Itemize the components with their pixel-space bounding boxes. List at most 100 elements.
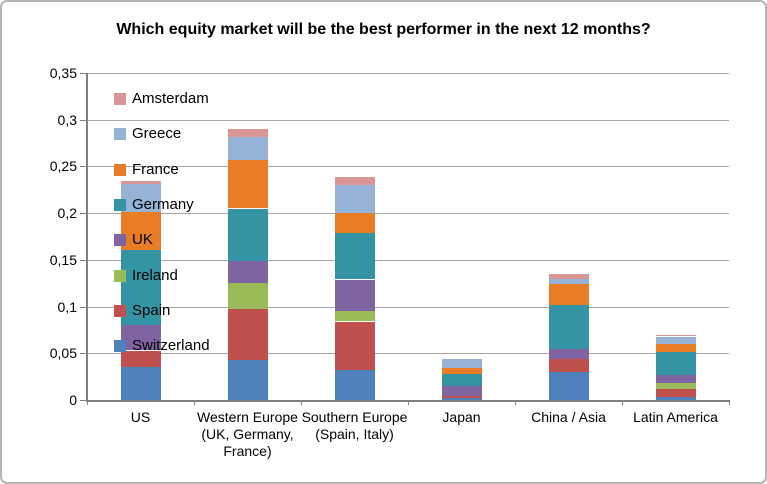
bar-segment-switzerland xyxy=(227,359,268,400)
x-axis-tick xyxy=(729,400,730,405)
bar-segment-spain xyxy=(441,396,482,399)
bar-segment-uk xyxy=(441,386,482,397)
legend-label: France xyxy=(132,160,179,178)
bar-segment-france xyxy=(548,284,589,305)
bar-segment-germany xyxy=(120,249,161,326)
bar-segment-spain xyxy=(334,321,375,371)
y-axis-tick-label: 0 xyxy=(69,392,77,408)
bar-segment-switzerland xyxy=(120,367,161,400)
bar-segment-ireland xyxy=(227,283,268,310)
x-axis-tick xyxy=(301,400,302,405)
y-axis-tick xyxy=(80,213,87,215)
legend-item-greece: Greece xyxy=(114,124,181,144)
x-axis-tick xyxy=(194,400,195,405)
y-axis-tick-label: 0,3 xyxy=(57,111,77,128)
legend-label: Spain xyxy=(132,301,171,319)
bar-segment-amsterdam xyxy=(655,334,696,337)
legend-label: Ireland xyxy=(132,266,178,284)
y-gridline xyxy=(87,306,729,308)
y-gridline xyxy=(87,119,729,121)
x-axis-tick xyxy=(87,400,88,405)
y-axis-tick xyxy=(80,259,87,261)
bar-segment-amsterdam xyxy=(227,129,268,137)
y-axis-tick xyxy=(80,353,87,355)
x-axis-category-label: Latin America xyxy=(633,409,718,425)
legend-swatch-greece xyxy=(114,128,126,141)
legend-item-switzerland: Switzerland xyxy=(114,336,210,356)
legend-swatch-france xyxy=(114,163,126,176)
x-axis-tick xyxy=(408,400,409,405)
x-axis-tick xyxy=(622,400,623,405)
bar-segment-uk xyxy=(334,279,375,312)
bar-segment-france xyxy=(655,343,696,353)
bar-segment-greece xyxy=(227,136,268,160)
x-axis-category-label: China / Asia xyxy=(531,409,606,425)
legend-item-spain: Spain xyxy=(114,301,170,321)
legend-swatch-switzerland xyxy=(114,340,126,353)
legend-swatch-amsterdam xyxy=(114,93,126,105)
legend-label: UK xyxy=(132,231,153,249)
bar-segment-france xyxy=(120,212,161,250)
bar-segment-switzerland xyxy=(655,397,696,400)
legend-label: Germany xyxy=(132,195,194,213)
bar-segment-germany xyxy=(334,232,375,280)
legend-swatch-germany xyxy=(114,198,126,211)
bar-segment-france xyxy=(227,159,268,209)
bar-segment-greece xyxy=(120,184,161,213)
bar-segment-germany xyxy=(441,373,482,386)
x-axis-category-label: Japan xyxy=(442,409,481,425)
y-gridline xyxy=(87,259,729,261)
bar-segment-uk xyxy=(120,325,161,351)
bar-segment-greece xyxy=(548,278,589,285)
legend-label: Switzerland xyxy=(132,337,210,355)
bar-segment-switzerland xyxy=(548,372,589,400)
bar-segment-uk xyxy=(655,374,696,384)
x-axis-tick xyxy=(515,400,516,405)
x-axis-category-label: Southern Europe (Spain, Italy) xyxy=(301,409,408,442)
bar-segment-greece xyxy=(334,185,375,214)
y-axis-tick-label: 0,2 xyxy=(57,205,77,222)
bar-segment-spain xyxy=(655,388,696,398)
bar-segment-amsterdam xyxy=(120,181,161,185)
bar-segment-france xyxy=(334,213,375,233)
y-gridline xyxy=(87,166,729,168)
bar-segment-france xyxy=(441,368,482,374)
bar-segment-switzerland xyxy=(441,398,482,400)
bar-segment-amsterdam xyxy=(334,176,375,186)
legend-item-germany: Germany xyxy=(114,195,194,215)
chart-title: Which equity market will be the best per… xyxy=(116,21,651,38)
bar-segment-ireland xyxy=(334,311,375,322)
bar-segment-germany xyxy=(227,208,268,261)
y-gridline xyxy=(87,353,729,355)
y-axis-tick xyxy=(80,73,87,74)
bar-segment-greece xyxy=(655,336,696,344)
legend-swatch-ireland xyxy=(114,269,126,282)
bar-segment-spain xyxy=(227,309,268,360)
y-axis-tick xyxy=(80,166,87,168)
y-gridline xyxy=(87,213,729,215)
x-axis-category-label: Western Europe (UK, Germany, France) xyxy=(197,409,298,459)
bar-segment-uk xyxy=(227,260,268,284)
legend-item-france: France xyxy=(114,160,179,180)
bar-segment-amsterdam xyxy=(548,273,589,279)
y-axis-tick xyxy=(80,400,87,401)
bar-segment-uk xyxy=(548,348,589,359)
legend-swatch-uk xyxy=(114,234,126,247)
legend-swatch-spain xyxy=(114,304,126,317)
bar-segment-ireland xyxy=(655,383,696,389)
y-axis-tick-label: 0,1 xyxy=(57,298,77,315)
legend-label: Amsterdam xyxy=(132,90,209,107)
bar-segment-switzerland xyxy=(334,370,375,400)
legend-item-amsterdam: Amsterdam xyxy=(114,89,209,109)
y-axis-tick xyxy=(80,119,87,121)
legend-item-ireland: Ireland xyxy=(114,266,178,286)
y-axis-tick-label: 0,15 xyxy=(49,251,77,268)
y-axis-tick-label: 0,35 xyxy=(49,65,77,81)
y-axis-line xyxy=(86,73,88,400)
y-axis-tick xyxy=(80,306,87,308)
bar-segment-germany xyxy=(655,352,696,375)
legend-label: Greece xyxy=(132,125,182,143)
bar-segment-spain xyxy=(548,358,589,372)
y-axis-tick-label: 0,25 xyxy=(49,158,77,175)
